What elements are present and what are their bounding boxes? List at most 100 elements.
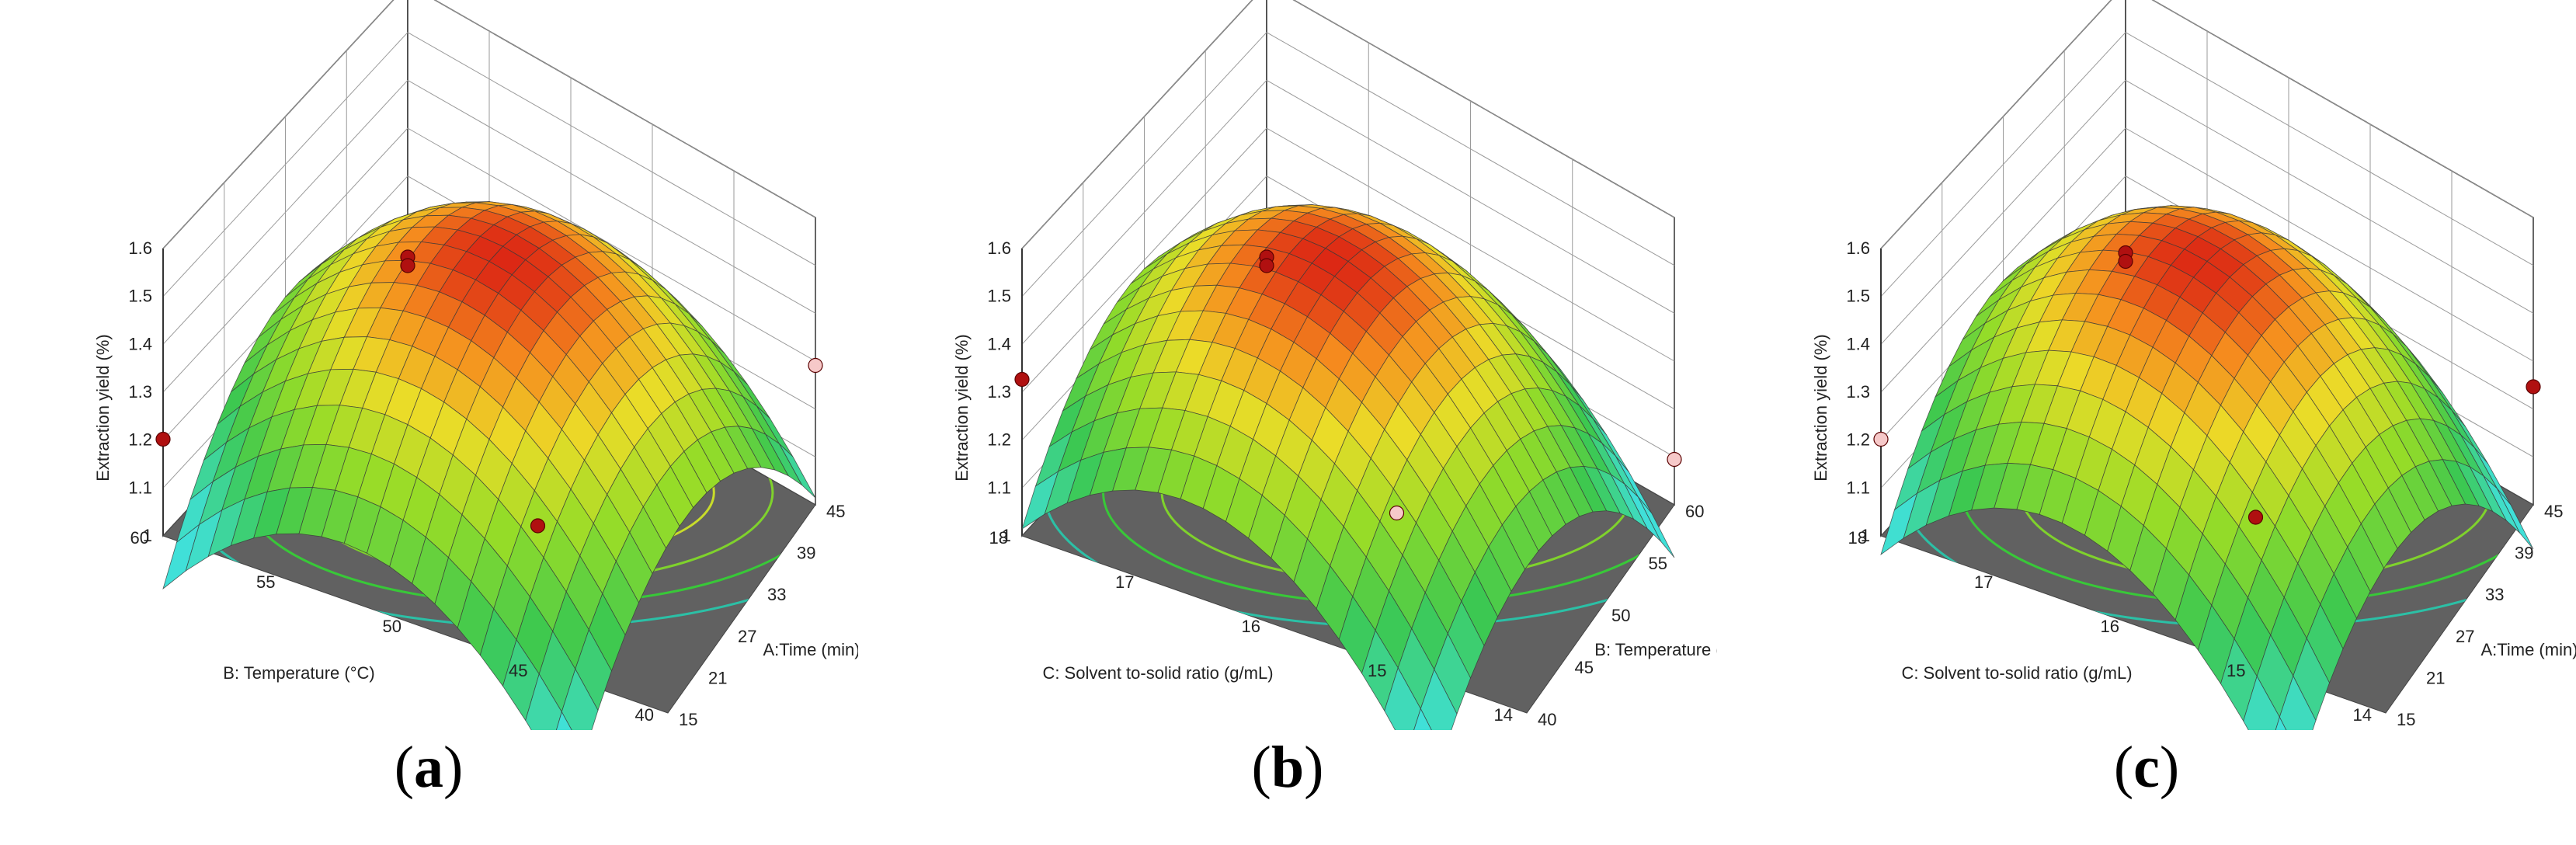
right-axis-tick-label: 45 — [1575, 658, 1594, 677]
panel-caption-b: (b) — [1251, 735, 1324, 800]
wall-gridline — [407, 32, 816, 266]
surface-cell — [1384, 666, 1421, 730]
right-axis-tick-label: 27 — [738, 627, 756, 646]
z-tick-label: 1.4 — [1846, 334, 1870, 353]
z-tick-label: 1.1 — [987, 478, 1011, 497]
response-surface — [1021, 204, 1675, 730]
design-point — [1014, 371, 1030, 388]
right-axis-tick-label: 60 — [1685, 502, 1704, 521]
panel-caption-c: (c) — [2113, 735, 2180, 800]
panel-c: 1 1.1 1.2 1.3 1.4 1.5 1.6 Extraction yield (%) 1… — [1718, 0, 2576, 845]
left-axis-tick-label: 60 — [130, 528, 149, 548]
right-axis-tick-label: 27 — [2456, 627, 2474, 646]
surface-cell — [2279, 675, 2317, 730]
wall-gridline — [2125, 79, 2534, 314]
z-tick-label: 1.3 — [128, 382, 152, 402]
surface-chart-a: 1 1.1 1.2 1.3 1.4 1.5 1.6 Extraction yield (%) 6… — [93, 0, 858, 730]
z-axis-label: Extraction yield (%) — [93, 334, 113, 482]
design-point — [2118, 253, 2133, 269]
surface-cell — [525, 673, 562, 730]
left-axis-tick-label: 17 — [1974, 572, 1993, 592]
z-axis-label: Extraction yield (%) — [952, 334, 972, 482]
z-tick-label: 1.3 — [987, 382, 1011, 402]
z-tick-label: 1.4 — [128, 334, 152, 353]
left-axis-tick-label: 14 — [2353, 705, 2372, 725]
right-axis-label: A:Time (min) — [763, 640, 858, 659]
surface-cell — [1420, 668, 1458, 730]
panel-b: 1 1.1 1.2 1.3 1.4 1.5 1.6 Extraction yield (%) 1… — [859, 0, 1717, 845]
panel-label-b: b — [1271, 735, 1305, 800]
surface-chart-b: 1 1.1 1.2 1.3 1.4 1.5 1.6 Extraction yield (%) 1… — [952, 0, 1717, 730]
surface-cell — [2275, 716, 2287, 730]
right-axis-tick-label: 21 — [708, 668, 727, 687]
right-axis-ticks: 40 45 50 55 60 — [1538, 502, 1704, 729]
left-axis-tick-label: 15 — [1368, 661, 1386, 680]
response-surface — [1880, 205, 2534, 730]
design-point — [2247, 509, 2264, 525]
right-axis-tick-label: 33 — [2485, 585, 2504, 604]
right-axis-tick-label: 39 — [2515, 544, 2533, 563]
right-axis-tick-label: 45 — [2544, 502, 2563, 521]
left-axis-tick-label: 40 — [635, 705, 654, 725]
wall-gridline — [2125, 32, 2534, 266]
left-axis-tick-label: 16 — [1242, 617, 1260, 636]
z-tick-label: 1.2 — [987, 430, 1011, 450]
wall-gridline — [2125, 127, 2534, 362]
surface-cell — [2243, 675, 2280, 730]
design-point — [400, 258, 415, 273]
left-axis-label: C: Solvent to-solid ratio (g/mL) — [1042, 663, 1273, 683]
right-axis-label: A:Time (min) — [2480, 640, 2576, 659]
design-point — [1667, 451, 1682, 468]
wall-gridline — [433, 0, 816, 218]
z-tick-label: 1.2 — [128, 430, 152, 450]
z-tick-label: 1 — [1002, 526, 1011, 545]
design-points — [155, 249, 823, 534]
z-ticks: 1 1.1 1.2 1.3 1.4 1.5 1.6 — [1846, 238, 1870, 545]
design-point — [1873, 431, 1889, 447]
left-axis-tick-label: 18 — [989, 528, 1008, 548]
right-axis-tick-label: 40 — [1538, 710, 1556, 729]
right-axis-tick-label: 15 — [2397, 710, 2415, 729]
left-axis-ticks: 60 55 50 45 40 — [130, 528, 654, 725]
z-ticks: 1 1.1 1.2 1.3 1.4 1.5 1.6 — [987, 238, 1011, 545]
panel-label-a: a — [414, 735, 443, 800]
left-axis-tick-label: 18 — [1848, 528, 1867, 548]
design-point — [808, 357, 823, 374]
panel-label-c: c — [2133, 735, 2160, 800]
left-axis-tick-label: 45 — [509, 661, 527, 680]
right-axis-tick-label: 39 — [797, 544, 815, 563]
z-tick-label: 1.5 — [987, 287, 1011, 306]
z-ticks: 1 1.1 1.2 1.3 1.4 1.5 1.6 — [128, 238, 152, 545]
left-axis-label: B: Temperature (°C) — [223, 663, 374, 683]
design-point — [2526, 379, 2541, 395]
z-tick-label: 1.5 — [128, 287, 152, 306]
left-axis-tick-label: 16 — [2101, 617, 2119, 636]
left-axis-tick-label: 50 — [383, 617, 402, 636]
left-axis-label: C: Solvent to-solid ratio (g/mL) — [1901, 663, 2132, 683]
wall-gridline — [2151, 0, 2534, 218]
right-axis-tick-label: 45 — [826, 502, 845, 521]
z-tick-label: 1.6 — [987, 238, 1011, 258]
surface-chart-c: 1 1.1 1.2 1.3 1.4 1.5 1.6 Extraction yield (%) 1… — [1811, 0, 2576, 730]
left-axis-tick-label: 17 — [1115, 572, 1134, 592]
right-axis-tick-label: 21 — [2426, 668, 2445, 687]
response-surface — [162, 201, 816, 730]
left-axis-ticks: 18 17 16 15 14 — [1848, 528, 2372, 725]
z-tick-label: 1.2 — [1846, 430, 1870, 450]
wall-gridline — [407, 127, 816, 362]
surface-cell — [561, 668, 599, 730]
z-tick-label: 1.1 — [128, 478, 152, 497]
z-tick-label: 1.5 — [1846, 287, 1870, 306]
surface-cell — [1413, 708, 1432, 730]
design-point — [1259, 258, 1274, 273]
wall-gridline — [407, 79, 816, 314]
left-axis-tick-label: 14 — [1494, 705, 1513, 725]
design-points — [1014, 249, 1682, 521]
right-axis-ticks: 15 21 27 33 39 45 — [2397, 502, 2563, 729]
right-axis-ticks: 15 21 27 33 39 45 — [679, 502, 845, 729]
z-tick-label: 1.3 — [1846, 382, 1870, 402]
right-axis-tick-label: 33 — [767, 585, 786, 604]
right-axis-tick-label: 55 — [1649, 554, 1667, 573]
z-tick-label: 1.1 — [1846, 478, 1870, 497]
panel-caption-a: (a) — [394, 735, 464, 800]
